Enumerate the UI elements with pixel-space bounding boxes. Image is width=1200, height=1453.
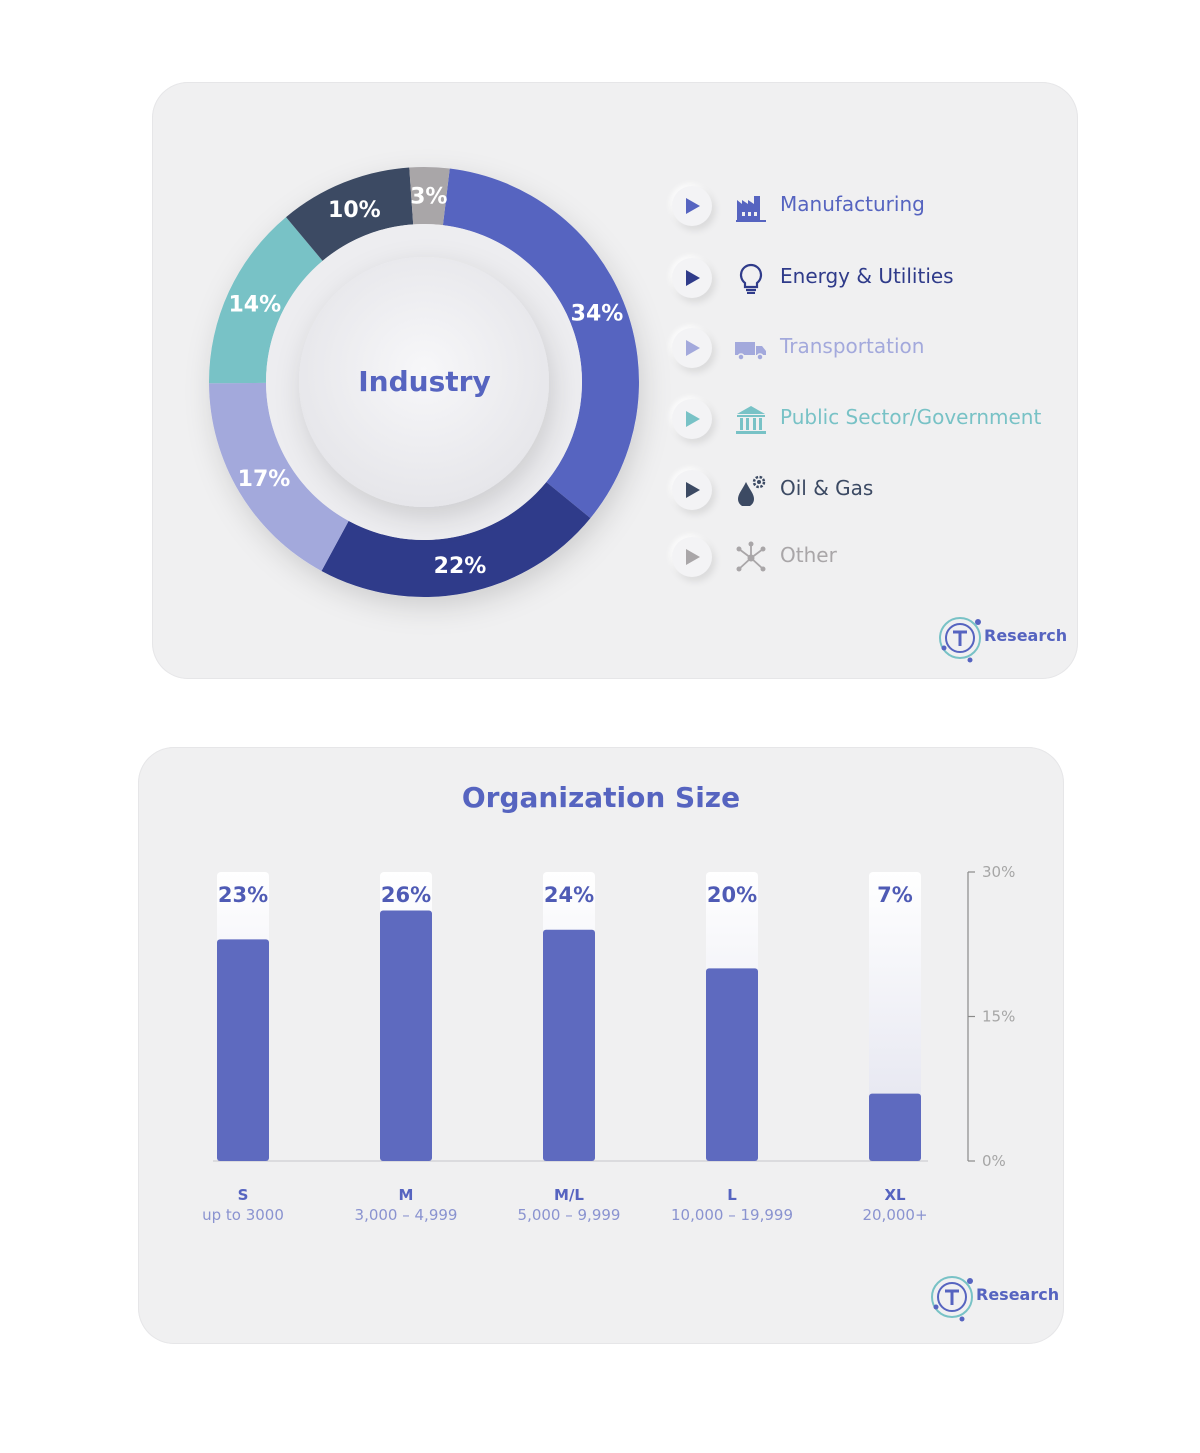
- play-icon: [686, 482, 700, 498]
- bar-value-label: 26%: [381, 883, 431, 907]
- donut-slice-other: [409, 167, 450, 226]
- bar-l: [706, 968, 758, 1161]
- play-icon: [686, 198, 700, 214]
- research-logo-icon: [939, 617, 981, 663]
- y-tick-label: 30%: [982, 863, 1015, 881]
- org-size-bar-chart: 0% 15% 30% 23% Sup to 3000 26% M 3,000 – 4,999 2…: [202, 863, 1015, 1224]
- category-label: M/L: [554, 1186, 584, 1204]
- play-button[interactable]: [672, 258, 712, 298]
- research-logo-text: Research: [976, 1285, 1060, 1304]
- donut-center: [299, 257, 549, 507]
- donut-slice-label: 34%: [571, 301, 624, 326]
- donut-center-title: Industry: [358, 365, 491, 398]
- bar-s: [217, 939, 269, 1161]
- category-label: S: [238, 1186, 249, 1204]
- industry-donut-chart: 34% 22% 17% 14% 10% 3%: [209, 167, 639, 597]
- legend-label: Energy & Utilities: [780, 264, 954, 288]
- play-icon: [686, 270, 700, 286]
- research-logo-icon: [931, 1276, 973, 1322]
- legend-label: Oil & Gas: [780, 476, 874, 500]
- org-size-title: Organization Size: [461, 781, 741, 814]
- category-label: XL: [884, 1186, 906, 1204]
- play-button[interactable]: [672, 186, 712, 226]
- research-logo-text: Research: [984, 626, 1068, 645]
- bar-value-label: 7%: [877, 883, 913, 907]
- donut-slice-label: 17%: [238, 467, 291, 492]
- donut-slice-public-sector-government: [209, 217, 323, 384]
- donut-slice-energy-utilities: [286, 167, 414, 261]
- bar-m-l: [543, 929, 595, 1161]
- category-range-label: up to 3000: [202, 1206, 284, 1224]
- category-range-label: 3,000 – 4,999: [355, 1206, 458, 1224]
- donut-slice-label: 10%: [328, 198, 381, 223]
- industry-card: 34% 22% 17% 14% 10% 3% Industry Manufacturing…: [152, 82, 1078, 679]
- factory-icon: [736, 196, 766, 222]
- donut-slice-transportation: [209, 382, 349, 571]
- category-range-label: 10,000 – 19,999: [671, 1206, 793, 1224]
- truck-icon: [735, 342, 766, 361]
- y-tick-label: 0%: [982, 1152, 1006, 1170]
- bar-value-label: 20%: [707, 883, 757, 907]
- category-label: L: [727, 1186, 737, 1204]
- bar-value-label: 23%: [218, 883, 268, 907]
- legend-label: Other: [780, 543, 837, 567]
- play-button[interactable]: [672, 328, 712, 368]
- play-icon: [686, 549, 700, 565]
- bar-m: [380, 910, 432, 1161]
- category-range-label: 5,000 – 9,999: [518, 1206, 621, 1224]
- donut-slice-label: 3%: [410, 185, 447, 210]
- play-button[interactable]: [672, 399, 712, 439]
- donut-slice-manufacturing: [442, 168, 639, 519]
- category-range-label: 20,000+: [862, 1206, 927, 1224]
- bar-xl: [869, 1093, 921, 1161]
- play-button[interactable]: [672, 470, 712, 510]
- legend-label: Manufacturing: [780, 192, 925, 216]
- y-tick-label: 15%: [982, 1008, 1015, 1026]
- donut-slice-label: 22%: [434, 554, 487, 579]
- category-label: M: [399, 1186, 414, 1204]
- oil-drop-icon: [738, 475, 766, 506]
- bar-value-label: 24%: [544, 883, 594, 907]
- network-icon: [736, 541, 766, 572]
- play-button[interactable]: [672, 537, 712, 577]
- play-icon: [686, 340, 700, 356]
- donut-slice-oil-gas: [321, 482, 591, 597]
- legend-label: Public Sector/Government: [780, 405, 1042, 429]
- research-logo: Research: [934, 610, 1074, 666]
- legend-label: Transportation: [780, 334, 925, 358]
- donut-slice-label: 14%: [228, 293, 281, 318]
- bar-track: [869, 872, 921, 1161]
- government-building-icon: [736, 406, 766, 434]
- lightbulb-icon: [739, 263, 763, 294]
- play-icon: [686, 411, 700, 427]
- research-logo: Research: [926, 1269, 1066, 1325]
